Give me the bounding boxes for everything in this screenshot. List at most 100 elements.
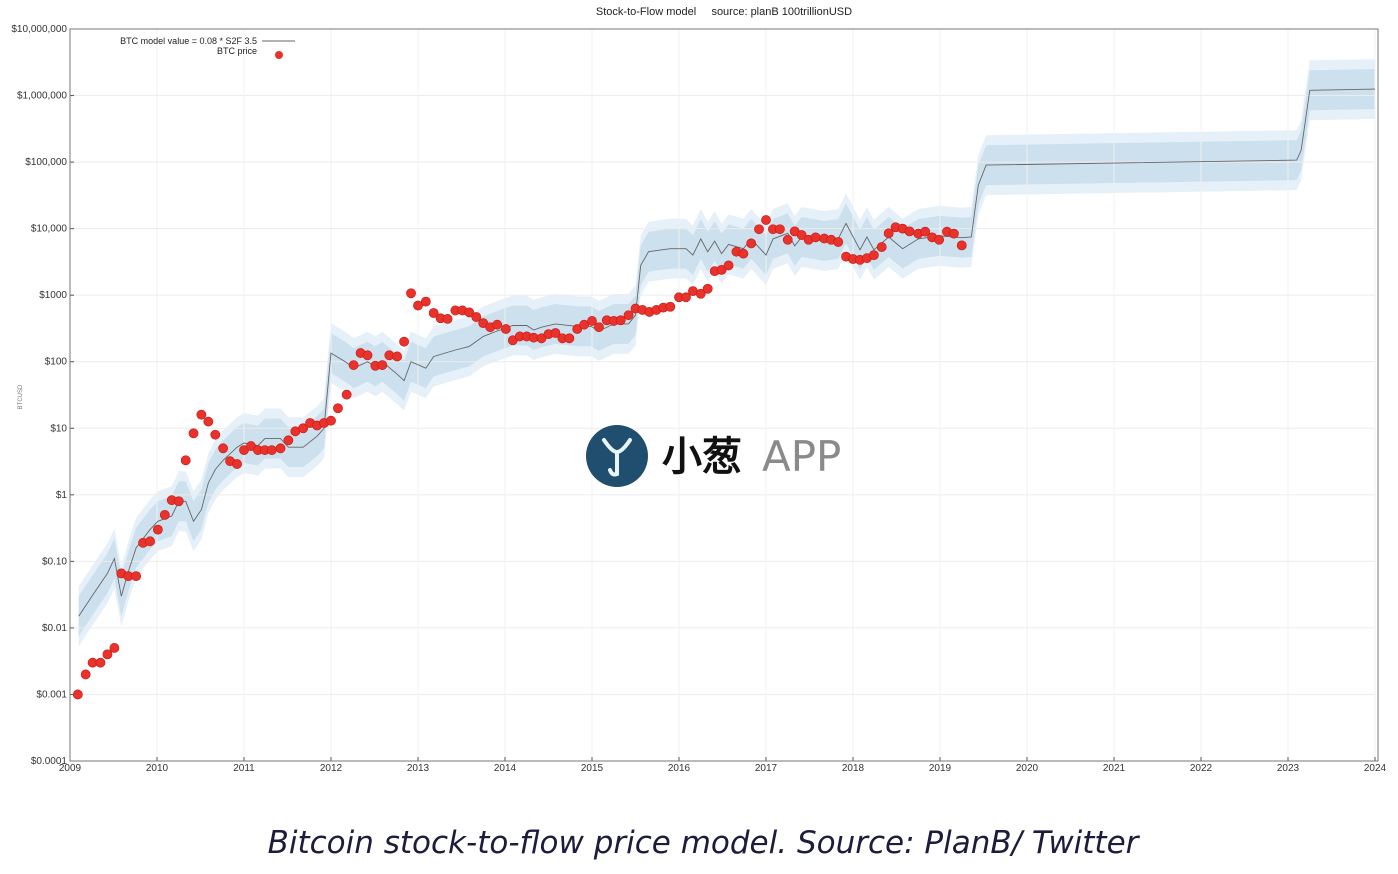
x-tick-label: 2024 <box>1364 763 1387 774</box>
price-dot <box>298 423 309 434</box>
price-dot <box>152 524 163 535</box>
model-line-layer <box>78 88 1376 617</box>
price-dot <box>594 322 604 333</box>
x-tick-label: 2023 <box>1277 763 1300 774</box>
price-dot <box>72 689 83 700</box>
price-dot <box>326 415 336 426</box>
price-dot <box>868 250 879 261</box>
price-dot <box>564 333 575 344</box>
y-tick-label: $0.0001 <box>31 756 68 767</box>
price-dot <box>579 319 590 330</box>
watermark: 小葱 APP <box>586 425 841 487</box>
price-dot <box>904 226 915 237</box>
watermark-logo-mark <box>602 438 632 477</box>
price-dot <box>500 324 511 334</box>
price-dot <box>738 248 749 259</box>
watermark-brand: 小葱 <box>662 434 742 480</box>
price-dot <box>920 226 931 237</box>
x-tick-label: 2018 <box>842 763 865 774</box>
caption: Bitcoin stock-to-flow price model. Sourc… <box>268 825 1141 861</box>
price-dot <box>681 292 691 303</box>
price-dot <box>723 260 734 271</box>
price-dot <box>377 360 388 370</box>
y-tick-label: $0.10 <box>42 556 67 567</box>
price-dot <box>746 238 757 249</box>
y-tick-label: $10,000,000 <box>11 24 67 35</box>
price-dot <box>702 283 713 294</box>
x-tick-label: 2014 <box>494 763 517 774</box>
price-dot <box>615 315 626 326</box>
price-dot <box>716 264 727 275</box>
price-dot <box>341 389 352 400</box>
x-tick-label: 2016 <box>668 763 691 774</box>
y-tick-label: $0.01 <box>42 623 67 634</box>
x-tick-label: 2009 <box>59 763 82 774</box>
price-dot <box>362 350 373 361</box>
y-tick-label: $100,000 <box>25 157 67 168</box>
price-dot <box>623 310 634 321</box>
x-tick-label: 2019 <box>929 763 952 774</box>
price-dot <box>876 242 887 252</box>
price-dot <box>464 307 475 318</box>
chart-title: Stock-to-Flow model source: planB 100tri… <box>596 6 852 18</box>
price-dot <box>275 443 286 454</box>
price-dot <box>196 409 207 420</box>
legend-dot <box>275 51 283 59</box>
price-dot <box>796 230 807 240</box>
price-dot <box>420 296 431 307</box>
y-tick-label: $1,000,000 <box>17 91 67 102</box>
price-dot <box>754 224 764 235</box>
price-dot <box>266 445 277 455</box>
price-dot <box>145 536 155 547</box>
price-dot <box>810 232 821 243</box>
y-axis-label: BTCUSD <box>18 384 24 409</box>
price-dot <box>102 649 113 660</box>
x-tick-label: 2012 <box>320 763 343 774</box>
price-dot <box>159 509 170 520</box>
price-dot <box>695 288 706 299</box>
axes: $0.0001 $0.001 $0.01 $0.10 $1 $10 $100 $1000 $10… <box>11 24 1386 774</box>
price-dot <box>180 455 191 466</box>
price-dot <box>109 643 120 653</box>
y-tick-label: $100 <box>45 357 68 368</box>
price-dot <box>218 443 229 454</box>
price-dot <box>471 312 482 322</box>
price-dot <box>572 324 583 334</box>
price-dot <box>428 308 439 318</box>
price-dot <box>232 459 242 469</box>
y-tick-label: $10,000 <box>31 224 68 235</box>
x-tick-label: 2013 <box>407 763 430 774</box>
price-dot <box>95 657 106 668</box>
price-dot <box>782 234 793 245</box>
y-tick-label: $1 <box>56 490 68 501</box>
price-dot <box>883 228 894 239</box>
model-line <box>78 88 1376 617</box>
price-dot <box>761 215 771 225</box>
price-dot <box>550 328 561 338</box>
price-dot <box>442 314 453 324</box>
legend-label: BTC model value = 0.08 * S2F 3.5 <box>120 36 257 46</box>
price-dot <box>392 351 403 362</box>
sigma-band <box>78 69 1376 637</box>
price-dot <box>413 300 423 311</box>
y-tick-label: $1000 <box>39 290 67 301</box>
x-tick-label: 2010 <box>146 763 169 774</box>
price-dot <box>173 496 184 507</box>
price-dot <box>934 234 945 245</box>
price-dot <box>283 435 294 446</box>
x-tick-label: 2022 <box>1190 763 1213 774</box>
price-dot <box>399 336 409 347</box>
x-tick-label: 2020 <box>1016 763 1039 774</box>
price-dot <box>492 319 503 330</box>
price-dot <box>665 301 676 312</box>
price-dot <box>949 228 959 239</box>
price-dot <box>587 316 597 326</box>
y-tick-label: $10 <box>50 423 67 434</box>
price-dot <box>833 237 844 247</box>
price-dot <box>210 429 221 440</box>
price-dot <box>131 571 142 582</box>
legend-label: BTC price <box>217 46 257 56</box>
